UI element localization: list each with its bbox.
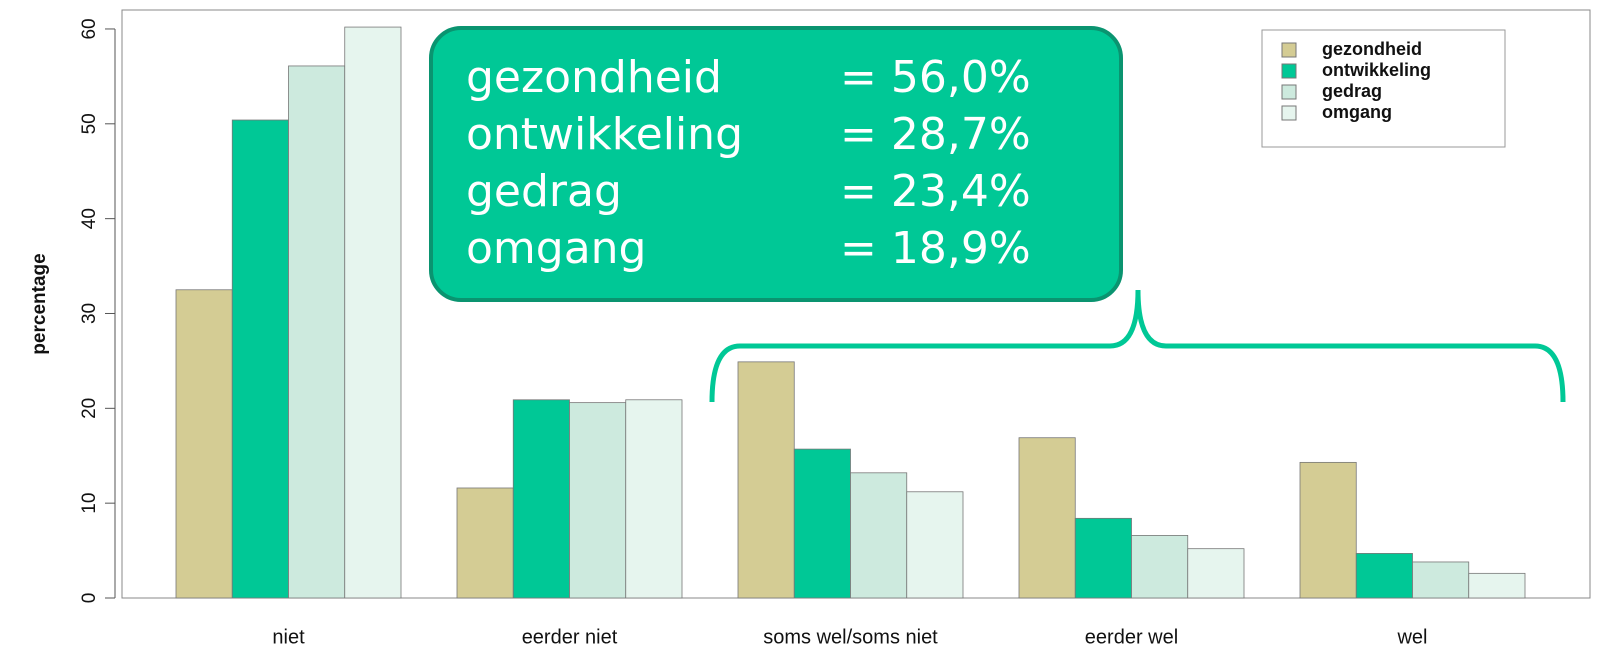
legend-swatch bbox=[1281, 63, 1297, 79]
legend-swatch bbox=[1281, 105, 1297, 121]
bar bbox=[175, 289, 233, 599]
annotation-value: = 18,9% bbox=[840, 223, 1031, 274]
legend-swatch bbox=[1281, 84, 1297, 100]
y-tick-label: 60 bbox=[79, 18, 100, 39]
bar bbox=[1468, 572, 1526, 599]
y-tick-label: 20 bbox=[79, 398, 100, 419]
bar bbox=[1131, 535, 1189, 599]
bar bbox=[231, 119, 289, 599]
annotation-label: gedrag bbox=[466, 166, 622, 217]
bar bbox=[1412, 561, 1470, 599]
legend-label: gezondheid bbox=[1322, 39, 1422, 59]
x-tick-label: soms wel/soms niet bbox=[763, 626, 938, 648]
x-tick-label: eerder niet bbox=[522, 626, 618, 648]
bar bbox=[512, 399, 570, 599]
annotation-value: = 28,7% bbox=[840, 109, 1031, 160]
y-tick-label: 0 bbox=[79, 593, 100, 604]
bar bbox=[850, 472, 908, 599]
legend-label: ontwikkeling bbox=[1322, 60, 1431, 80]
x-tick-label: eerder wel bbox=[1085, 626, 1178, 648]
bar bbox=[1018, 437, 1076, 599]
y-tick-label: 50 bbox=[79, 113, 100, 134]
legend-label: omgang bbox=[1322, 102, 1392, 122]
x-tick-label: niet bbox=[272, 626, 305, 648]
legend-label: gedrag bbox=[1322, 81, 1382, 101]
x-tick-label: wel bbox=[1396, 626, 1427, 648]
annotation-box bbox=[429, 26, 1123, 302]
y-axis-label: percentage bbox=[29, 253, 50, 354]
y-tick-label: 10 bbox=[79, 493, 100, 514]
annotation-label: gezondheid bbox=[466, 52, 722, 103]
y-tick-label: 30 bbox=[79, 303, 100, 324]
legend-swatch bbox=[1281, 42, 1297, 58]
bar bbox=[906, 491, 964, 599]
y-tick-label: 40 bbox=[79, 208, 100, 229]
annotation-value: = 56,0% bbox=[840, 52, 1031, 103]
bar bbox=[625, 399, 683, 599]
bar bbox=[1299, 461, 1357, 599]
bar bbox=[344, 26, 402, 599]
bar bbox=[1187, 548, 1245, 599]
legend-box bbox=[1261, 29, 1506, 148]
bar bbox=[737, 361, 795, 599]
bar bbox=[569, 402, 627, 599]
brace bbox=[709, 289, 1566, 403]
annotation-label: omgang bbox=[466, 223, 647, 274]
bar bbox=[1074, 517, 1132, 599]
bar bbox=[288, 65, 346, 599]
bar bbox=[1355, 553, 1413, 599]
bar bbox=[456, 487, 514, 599]
annotation-label: ontwikkeling bbox=[466, 109, 743, 160]
annotation-value: = 23,4% bbox=[840, 166, 1031, 217]
bar bbox=[793, 448, 851, 599]
